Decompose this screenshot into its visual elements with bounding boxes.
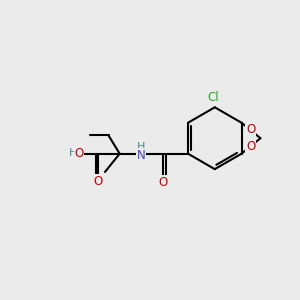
Text: O: O	[93, 175, 102, 188]
Text: O: O	[246, 140, 255, 153]
Text: O: O	[158, 176, 168, 189]
Text: O: O	[74, 147, 83, 160]
Text: O: O	[246, 123, 255, 136]
Text: H: H	[69, 148, 77, 158]
Text: H: H	[136, 142, 145, 152]
Text: Cl: Cl	[208, 92, 219, 104]
Text: N: N	[137, 149, 146, 162]
